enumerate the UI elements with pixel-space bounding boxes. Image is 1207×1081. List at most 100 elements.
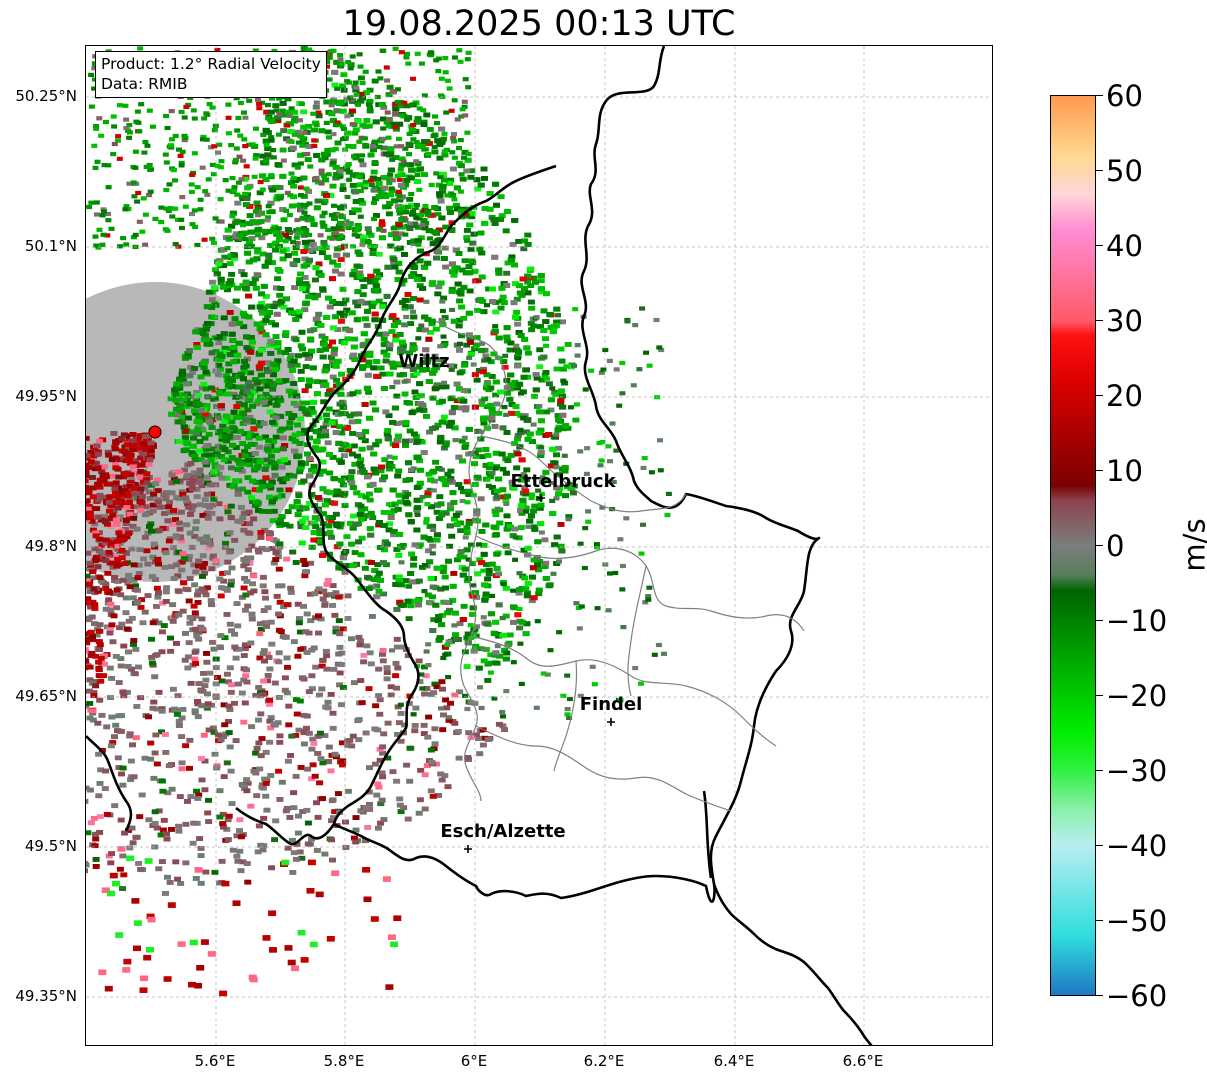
radar-echo-pixel: [329, 710, 337, 716]
radar-echo-pixel: [135, 571, 143, 576]
radar-echo-pixel: [149, 554, 157, 560]
radar-echo-pixel: [438, 512, 446, 518]
radar-echo-pixel: [441, 177, 449, 183]
radar-echo-pixel: [452, 632, 460, 638]
radar-echo-pixel: [450, 500, 458, 505]
radar-echo-pixel: [282, 330, 290, 335]
radar-echo-pixel: [542, 370, 550, 375]
radar-echo-pixel: [111, 574, 119, 580]
radar-echo-pixel: [362, 494, 370, 500]
radar-echo-pixel: [332, 521, 340, 527]
radar-echo-pixel: [356, 270, 364, 276]
radar-echo-pixel: [367, 279, 375, 285]
radar-echo-pixel: [336, 233, 344, 239]
radar-echo-pixel: [363, 385, 371, 391]
radar-echo-pixel: [431, 425, 439, 431]
radar-echo-pixel: [218, 436, 226, 442]
radar-echo-pixel: [229, 847, 237, 853]
radar-echo-pixel: [255, 423, 263, 429]
radar-echo-pixel: [328, 798, 336, 804]
radar-echo-pixel: [431, 353, 439, 359]
radar-echo-pixel: [238, 269, 246, 274]
radar-echo-pixel: [379, 560, 387, 566]
radar-echo-pixel: [422, 347, 430, 353]
radar-echo-pixel: [423, 763, 431, 769]
radar-echo-pixel: [487, 611, 495, 617]
radar-echo-pixel: [392, 660, 400, 666]
radar-echo-pixel: [188, 486, 196, 492]
radar-echo-pixel: [221, 254, 229, 260]
radar-echo-pixel: [435, 466, 443, 471]
radar-echo-pixel: [291, 118, 299, 124]
radar-echo-pixel: [372, 119, 380, 125]
radar-echo-pixel: [218, 354, 226, 359]
radar-echo-pixel: [486, 206, 494, 212]
radar-echo-pixel: [327, 768, 335, 774]
radar-echo-pixel: [148, 655, 156, 660]
radar-echo-pixel: [400, 277, 408, 283]
radar-echo-pixel: [111, 803, 119, 809]
radar-echo-pixel: [263, 807, 271, 813]
radar-echo-pixel: [324, 129, 332, 135]
radar-echo-pixel: [537, 324, 544, 329]
radar-echo-pixel: [526, 518, 534, 524]
radar-echo-pixel: [332, 430, 340, 435]
radar-echo-pixel: [380, 523, 388, 528]
radar-echo-pixel: [393, 547, 401, 552]
radar-echo-pixel: [283, 296, 290, 302]
radar-echo-pixel: [316, 471, 324, 477]
radar-echo-pixel: [551, 542, 559, 548]
radar-echo-pixel: [86, 860, 89, 866]
radar-echo-pixel: [297, 152, 305, 158]
radar-echo-pixel: [340, 492, 348, 498]
radar-echo-pixel: [208, 425, 216, 430]
radar-echo-pixel: [481, 597, 489, 603]
radar-echo-pixel: [154, 499, 162, 505]
radar-echo-pixel: [415, 658, 423, 664]
radar-echo-pixel: [401, 182, 409, 188]
radar-echo-pixel: [449, 490, 457, 496]
radar-echo-pixel: [473, 308, 481, 313]
radar-echo-pixel: [183, 522, 191, 528]
radar-echo-pixel: [443, 600, 451, 605]
radar-echo-pixel: [491, 424, 499, 429]
radar-echo-pixel: [293, 499, 301, 505]
radar-echo-pixel: [367, 560, 375, 565]
radar-echo-pixel: [395, 578, 403, 583]
radar-echo-pixel: [199, 539, 207, 545]
radar-echo-pixel: [298, 540, 306, 546]
radar-echo-pixel: [357, 298, 365, 304]
radar-echo-pixel: [295, 620, 303, 626]
radar-echo-pixel: [393, 234, 401, 240]
radar-echo-pixel: [349, 525, 357, 531]
radar-echo-pixel: [463, 530, 471, 536]
radar-echo-pixel: [265, 255, 273, 261]
radar-echo-pixel: [441, 245, 449, 251]
radar-echo-pixel: [258, 300, 266, 306]
radar-echo-pixel: [101, 786, 109, 791]
radar-echo-pixel: [195, 393, 202, 398]
radar-map[interactable]: [85, 45, 993, 1046]
radar-echo-pixel: [493, 488, 501, 494]
radar-echo-pixel: [360, 234, 368, 240]
radar-echo-pixel: [395, 222, 403, 228]
radar-echo-pixel: [263, 109, 271, 115]
radar-echo-pixel: [332, 301, 340, 306]
radar-echo-pixel: [388, 360, 396, 366]
radar-echo-pixel: [337, 257, 345, 262]
radar-echo-pixel: [304, 217, 312, 223]
radar-echo-pixel: [521, 336, 529, 342]
radar-echo-pixel: [479, 454, 487, 459]
radar-echo-pixel: [191, 457, 199, 463]
radar-echo-pixel: [305, 383, 313, 389]
radar-echo-pixel: [415, 602, 422, 608]
radar-echo-pixel: [211, 315, 219, 320]
radar-echo-pixel: [402, 477, 410, 483]
radar-echo-pixel: [210, 285, 218, 291]
radar-echo-pixel: [220, 457, 228, 463]
radar-echo-pixel: [360, 331, 368, 337]
radar-echo-pixel: [398, 162, 406, 168]
radar-echo-pixel: [332, 314, 340, 320]
radar-echo-pixel: [480, 417, 488, 423]
radar-echo-pixel: [282, 378, 290, 383]
